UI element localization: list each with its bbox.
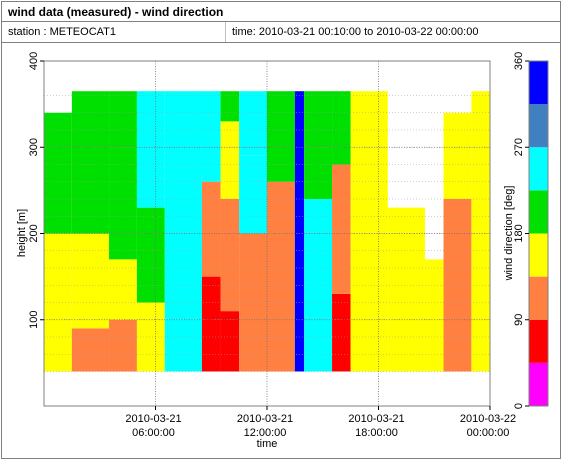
heatmap-cell xyxy=(267,181,295,372)
y-tick-label: 300 xyxy=(28,138,40,156)
x-tick-time: 00:00:00 xyxy=(467,427,510,439)
heatmap-cell xyxy=(443,112,472,199)
info-bar: station : METEOCAT1 time: 2010-03-21 00:… xyxy=(2,22,560,43)
colorbar-swatch xyxy=(529,147,548,191)
heatmap-cell xyxy=(71,233,110,329)
heatmap-cell xyxy=(136,91,165,208)
heatmap-cell xyxy=(471,91,490,372)
heatmap-cell xyxy=(332,164,351,294)
y-tick-labels: 100 200 300 400 xyxy=(28,52,44,329)
heatmap-cell xyxy=(294,91,305,372)
heatmap-cell xyxy=(71,91,110,234)
colorbar-swatch xyxy=(529,61,548,105)
y-tick-label: 100 xyxy=(28,311,40,329)
y-axis-label: height [m] xyxy=(16,209,28,257)
heatmap-cell xyxy=(109,91,137,148)
heatmap-cell xyxy=(239,233,267,372)
heatmap-cell xyxy=(136,302,165,372)
heatmap-cell xyxy=(220,199,240,312)
colorbar-swatch xyxy=(529,319,548,363)
heatmap-cell xyxy=(220,311,240,372)
colorbar-swatch xyxy=(529,190,548,234)
x-tick-labels: 2010-03-21 06:00:00 2010-03-21 12:00:00 2010… xyxy=(125,406,516,439)
colorbar-tick-label: 90 xyxy=(513,314,525,326)
x-axis-label: time xyxy=(257,438,278,450)
colorbar-swatch xyxy=(529,104,548,148)
heatmap-cell xyxy=(332,293,351,372)
heatmap-cell xyxy=(201,276,221,372)
heatmap-cell xyxy=(332,91,351,165)
heatmap-cell xyxy=(304,147,333,199)
heatmap-cell xyxy=(44,302,72,372)
heatmap-cell xyxy=(109,319,137,372)
colorbar xyxy=(529,61,548,406)
heatmap-cell xyxy=(443,199,472,372)
heatmap-cell xyxy=(44,112,72,234)
x-tick-time: 06:00:00 xyxy=(132,427,175,439)
heatmap-cell xyxy=(164,91,202,234)
heatmap-cell xyxy=(201,181,221,277)
heatmap-cell xyxy=(71,328,110,372)
x-tick-time: 18:00:00 xyxy=(355,427,398,439)
colorbar-swatch xyxy=(529,233,548,277)
info-separator xyxy=(225,22,226,42)
colorbar-swatch xyxy=(529,276,548,320)
chart-title: wind data (measured) - wind direction xyxy=(2,2,560,22)
heatmap-cell xyxy=(136,207,165,303)
colorbar-tick-labels: 0 90 180 270 360 xyxy=(513,52,529,409)
heatmap-cell xyxy=(44,233,72,303)
heatmap-cell xyxy=(164,319,202,372)
heatmap-cell xyxy=(424,259,444,372)
heatmap-cell xyxy=(304,91,333,148)
y-tick-label: 200 xyxy=(28,224,40,242)
heatmap-cell xyxy=(109,259,137,320)
station-label: station : METEOCAT1 xyxy=(8,26,116,38)
colorbar-tick-label: 0 xyxy=(513,403,525,409)
heatmap-cell xyxy=(220,91,240,122)
heatmap-cell xyxy=(350,91,388,182)
heatmap-cell xyxy=(109,147,137,260)
heatmap-cell xyxy=(164,233,202,320)
colorbar-tick-label: 270 xyxy=(513,138,525,156)
heatmap-cell xyxy=(267,91,295,182)
colorbar-label: wind direction [deg] xyxy=(503,186,515,282)
x-tick-label: 2010-03-21 xyxy=(348,413,404,425)
heatmap-cell xyxy=(239,91,267,156)
x-tick-label: 2010-03-21 xyxy=(237,413,293,425)
colorbar-tick-label: 360 xyxy=(513,52,525,70)
heatmap-area xyxy=(44,91,490,372)
heatmap-cell xyxy=(220,121,240,199)
colorbar-swatch xyxy=(529,362,548,406)
heatmap-cell xyxy=(350,181,388,372)
heatmap-cell xyxy=(387,207,425,234)
heatmap-cell xyxy=(239,155,267,234)
time-range-label: time: 2010-03-21 00:10:00 to 2010-03-22 … xyxy=(232,26,479,38)
x-tick-time: 12:00:00 xyxy=(244,427,287,439)
y-tick-label: 400 xyxy=(28,52,40,70)
colorbar-tick-label: 180 xyxy=(513,224,525,242)
heatmap-cell xyxy=(201,91,221,182)
x-tick-label: 2010-03-22 xyxy=(460,413,516,425)
heatmap-cell xyxy=(387,233,425,372)
x-tick-label: 2010-03-21 xyxy=(125,413,181,425)
